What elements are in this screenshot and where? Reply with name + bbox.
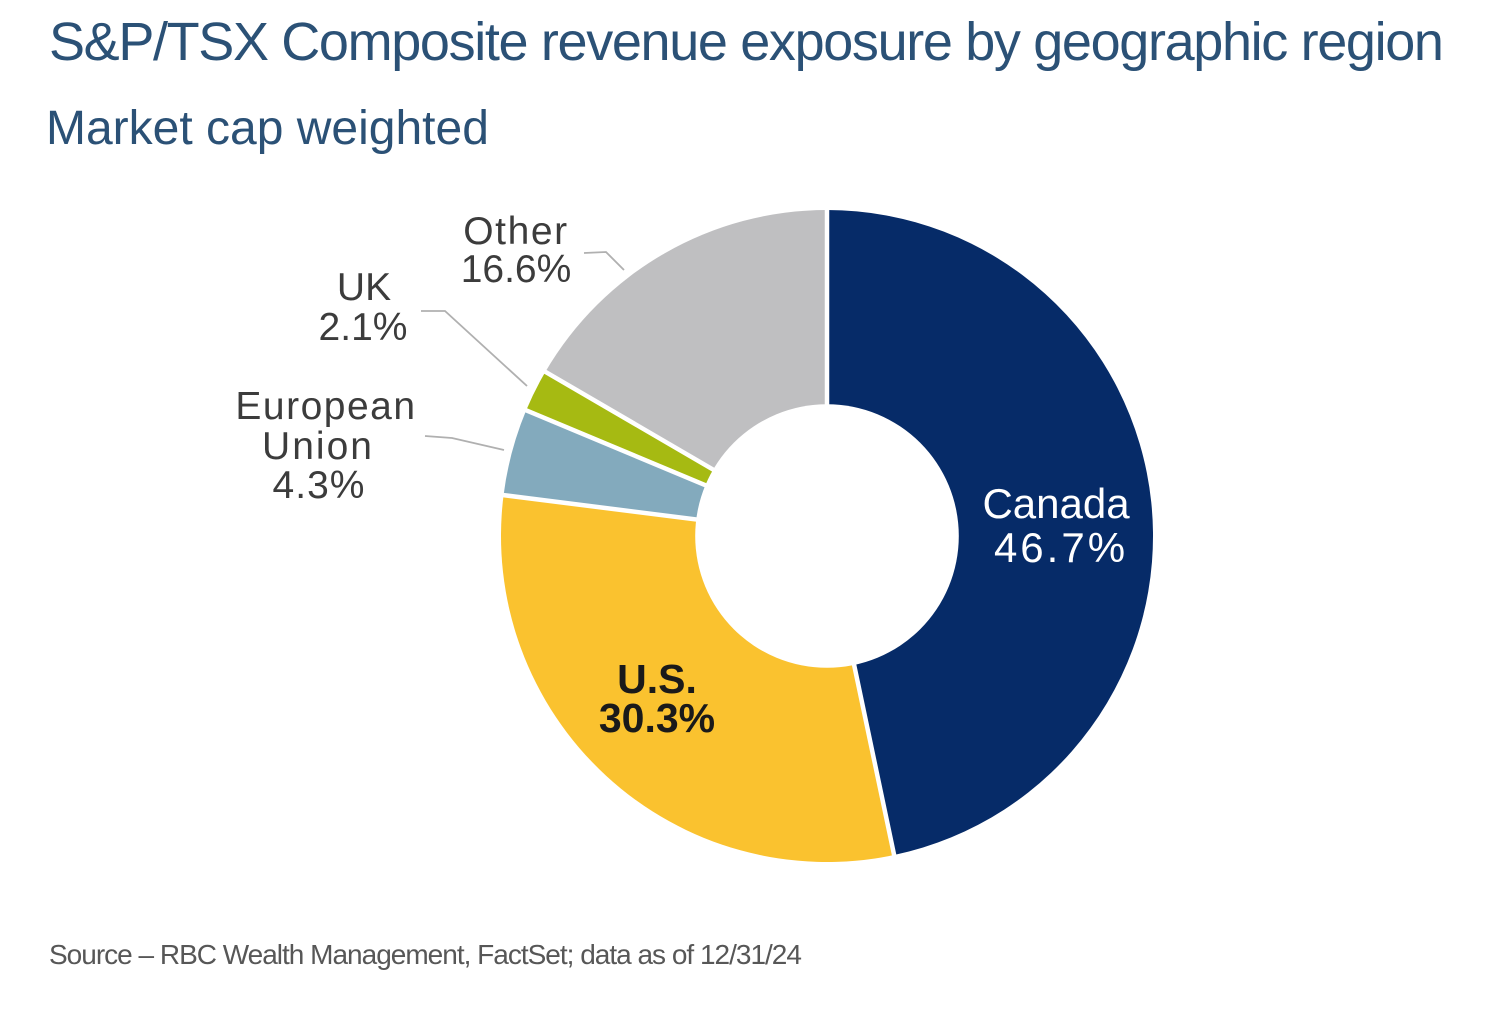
svg-text:46.7%: 46.7%: [994, 524, 1128, 571]
svg-text:Other: Other: [463, 210, 569, 253]
svg-text:Union: Union: [262, 425, 374, 468]
svg-text:U.S.: U.S.: [617, 656, 697, 702]
svg-text:30.3%: 30.3%: [599, 695, 715, 741]
svg-text:Canada: Canada: [982, 480, 1130, 527]
svg-text:16.6%: 16.6%: [461, 248, 572, 291]
svg-text:UK: UK: [337, 266, 391, 309]
svg-text:European: European: [235, 385, 416, 428]
svg-text:2.1%: 2.1%: [319, 306, 408, 349]
svg-text:4.3%: 4.3%: [273, 464, 366, 507]
